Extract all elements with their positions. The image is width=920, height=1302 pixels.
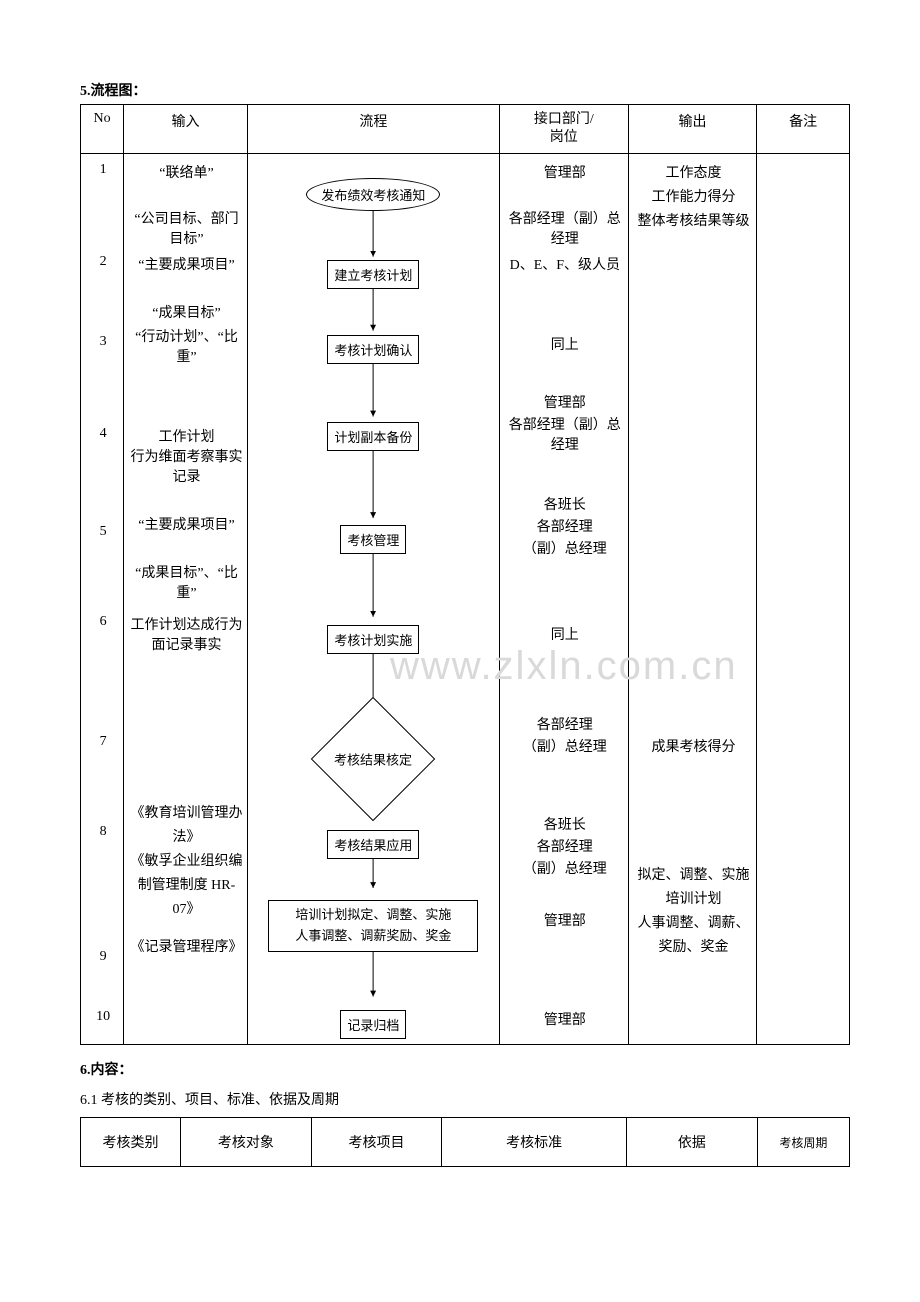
flow-table: No 输入 流程 接口部门/ 岗位 输出 备注 1 2 3 4 5 6 7 8 … bbox=[80, 104, 850, 1045]
dept-cell: 各班长 bbox=[506, 814, 624, 834]
no-column: 1 2 3 4 5 6 7 8 9 10 bbox=[81, 154, 123, 1044]
input-cell: “主要成果项目” bbox=[130, 514, 243, 534]
dept-cell: （副）总经理 bbox=[506, 538, 624, 558]
row-no: 8 bbox=[87, 824, 119, 840]
th-note: 备注 bbox=[757, 105, 850, 154]
table-header-row: No 输入 流程 接口部门/ 岗位 输出 备注 bbox=[81, 105, 850, 154]
row-no: 6 bbox=[87, 614, 119, 630]
flow-node: 培训计划拟定、调整、实施 人事调整、调薪奖励、奖金 bbox=[268, 900, 478, 952]
input-cell: 工作计划 行为维面考察事实记录 bbox=[130, 426, 243, 486]
dept-cell: 各部经理 bbox=[506, 836, 624, 856]
row-no: 7 bbox=[87, 734, 119, 750]
out-cell: 工作态度 工作能力得分 整体考核结果等级 bbox=[635, 162, 753, 233]
row-no: 1 bbox=[87, 162, 119, 178]
th-category: 考核类别 bbox=[81, 1118, 181, 1167]
th-standard: 考核标准 bbox=[442, 1118, 627, 1167]
dept-cell: 管理部 bbox=[506, 392, 624, 412]
row-no: 10 bbox=[87, 1009, 119, 1025]
th-input: 输入 bbox=[124, 105, 248, 154]
row-no: 5 bbox=[87, 524, 119, 540]
flow-node-end: 记录归档 bbox=[340, 1010, 406, 1039]
row-no: 3 bbox=[87, 334, 119, 350]
dept-cell: 管理部 bbox=[506, 162, 624, 182]
row-no: 9 bbox=[87, 949, 119, 965]
dept-cell: 同上 bbox=[506, 624, 624, 644]
th-flow: 流程 bbox=[247, 105, 499, 154]
th-dept: 接口部门/ 岗位 bbox=[499, 105, 628, 154]
input-cell: “主要成果项目” bbox=[130, 254, 243, 274]
dept-cell: 各部经理 bbox=[506, 516, 624, 536]
section-6-title: 6.内容： bbox=[80, 1059, 850, 1079]
input-cell: “公司目标、部门目标” bbox=[130, 208, 243, 248]
criteria-table: 考核类别 考核对象 考核项目 考核标准 依据 考核周期 bbox=[80, 1117, 850, 1167]
dept-cell: 各部经理 bbox=[506, 714, 624, 734]
input-column: “联络单” “公司目标、部门目标” “主要成果项目” “成果目标” “行动计划”… bbox=[124, 154, 247, 1044]
section-6-sub: 6.1 考核的类别、项目、标准、依据及周期 bbox=[80, 1089, 850, 1109]
input-cell: “成果目标”、“比重” bbox=[130, 562, 243, 602]
input-cell: 工作计划达成行为面记录事实 bbox=[130, 614, 243, 654]
dept-cell: （副）总经理 bbox=[506, 858, 624, 878]
dept-cell: D、E、F、级人员 bbox=[506, 254, 624, 274]
dept-cell: （副）总经理 bbox=[506, 736, 624, 756]
note-column bbox=[757, 154, 850, 1045]
input-cell: “行动计划”、“比重” bbox=[130, 326, 243, 366]
flow-node: 建立考核计划 bbox=[327, 260, 419, 289]
dept-cell: 各部经理（副）总经理 bbox=[506, 208, 624, 248]
criteria-header-row: 考核类别 考核对象 考核项目 考核标准 依据 考核周期 bbox=[81, 1118, 850, 1167]
flow-node: 考核结果应用 bbox=[327, 830, 419, 859]
out-cell: 拟定、调整、实施培训计划 人事调整、调薪、奖励、奖金 bbox=[635, 864, 753, 959]
flow-node: 考核管理 bbox=[340, 525, 406, 554]
out-cell: 成果考核得分 bbox=[635, 736, 753, 756]
input-cell: 《教育培训管理办法》 《敏孚企业组织编制管理制度 HR-07》 bbox=[130, 802, 243, 921]
flow-node: 考核计划确认 bbox=[327, 335, 419, 364]
section-5-title: 5.流程图： bbox=[80, 80, 850, 100]
dept-cell: 管理部 bbox=[506, 910, 624, 930]
table-body-row: 1 2 3 4 5 6 7 8 9 10 “联络单” “公司目标、部门目标” “… bbox=[81, 154, 850, 1045]
flow-node-start: 发布绩效考核通知 bbox=[306, 178, 440, 211]
th-item: 考核项目 bbox=[311, 1118, 442, 1167]
dept-cell: 各部经理（副）总经理 bbox=[506, 414, 624, 454]
row-no: 4 bbox=[87, 426, 119, 442]
th-no: No bbox=[81, 105, 124, 154]
dept-column: 管理部 各部经理（副）总经理 D、E、F、级人员 同上 管理部 各部经理（副）总… bbox=[500, 154, 628, 1044]
flow-node: 考核计划实施 bbox=[327, 625, 419, 654]
th-out: 输出 bbox=[628, 105, 757, 154]
th-basis: 依据 bbox=[626, 1118, 757, 1167]
flow-node: 计划副本备份 bbox=[327, 422, 419, 451]
th-cycle: 考核周期 bbox=[757, 1118, 849, 1167]
flowchart: 发布绩效考核通知 建立考核计划 考核计划确认 计划副本备份 考核管理 考核计划实… bbox=[252, 160, 495, 1038]
input-cell: “联络单” bbox=[130, 162, 243, 182]
out-column: 工作态度 工作能力得分 整体考核结果等级 成果考核得分 拟定、调整、实施培训计划… bbox=[629, 154, 757, 1044]
dept-cell: 各班长 bbox=[506, 494, 624, 514]
dept-cell: 管理部 bbox=[506, 1009, 624, 1029]
th-target: 考核对象 bbox=[180, 1118, 311, 1167]
input-cell: “成果目标” bbox=[130, 302, 243, 322]
input-cell: 《记录管理程序》 bbox=[130, 936, 243, 956]
row-no: 2 bbox=[87, 254, 119, 270]
dept-cell: 同上 bbox=[506, 334, 624, 354]
